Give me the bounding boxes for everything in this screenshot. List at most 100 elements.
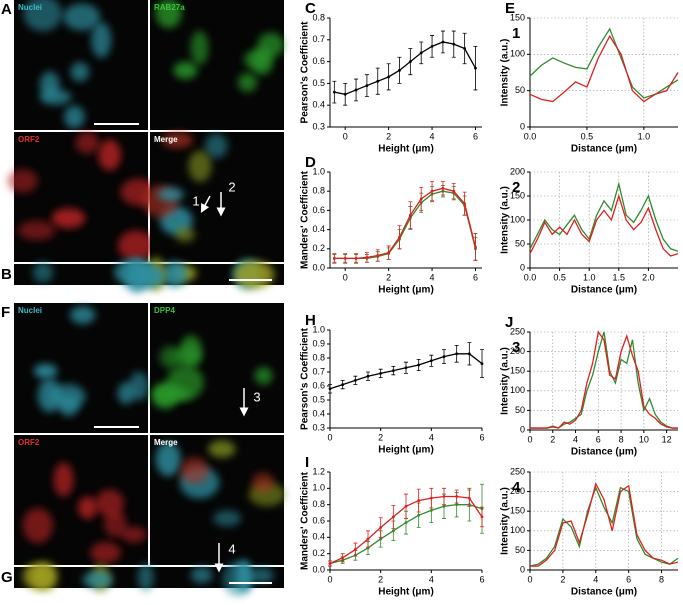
point — [480, 515, 484, 519]
y-axis-title: Intensity (a.u.) — [500, 487, 511, 555]
chart-number: 2 — [512, 179, 520, 196]
point — [366, 537, 370, 541]
cell — [161, 261, 188, 288]
cell — [70, 62, 90, 82]
cell — [53, 462, 74, 497]
cell — [190, 566, 213, 584]
series-line — [530, 481, 679, 567]
cell — [180, 457, 209, 484]
tile-label: RAB27a — [154, 3, 185, 12]
y-tick-label: 0.8 — [312, 499, 325, 509]
x-tick-label: 4 — [593, 574, 598, 584]
cell — [234, 260, 275, 289]
y-tick-label: 150 — [510, 366, 525, 376]
x-axis-title: Height (μm) — [378, 445, 434, 456]
x-tick-label: 12 — [662, 434, 672, 444]
x-tick-label: 6 — [473, 272, 478, 282]
x-tick-label: 2 — [378, 432, 383, 442]
cell — [78, 496, 98, 519]
tile-label: Nuclei — [18, 3, 42, 12]
micrographs: Nuclei RAB27a ORF2 Merge A B Nuclei DPP4 ORF2 Mer… — [1, 0, 286, 596]
panel-letter: J — [505, 314, 513, 331]
cell — [64, 105, 85, 129]
cell — [63, 3, 101, 31]
y-tick-label: 100 — [510, 385, 525, 395]
y-tick-label: 150 — [510, 190, 525, 200]
point — [408, 60, 412, 63]
y-tick-label: 0.8 — [312, 352, 325, 362]
y-tick-label: 0.6 — [312, 380, 325, 390]
x-tick-label: 0.0 — [524, 272, 537, 282]
point — [341, 383, 345, 386]
point — [452, 189, 456, 193]
x-tick-label: 0.5 — [553, 272, 566, 282]
cell — [251, 472, 274, 492]
x-tick-label: 4 — [429, 432, 434, 442]
point — [332, 257, 336, 260]
x-tick-label: 2.0 — [642, 272, 655, 282]
x-tick-label: 0 — [527, 574, 532, 584]
point — [419, 197, 423, 201]
x-tick-label: 4 — [429, 574, 434, 584]
cell — [222, 561, 253, 596]
arrow-label: 2 — [228, 179, 235, 194]
y-tick-label: 0.7 — [312, 366, 325, 376]
panel-letter: D — [305, 154, 316, 171]
tile-label: ORF2 — [18, 135, 40, 144]
point — [376, 254, 380, 257]
axes — [529, 332, 678, 431]
arrow — [200, 195, 211, 213]
y-tick-label: 0.4 — [312, 532, 325, 542]
axes — [529, 18, 678, 128]
x-tick-label: 2 — [378, 574, 383, 584]
cell — [175, 227, 196, 243]
series-line — [529, 34, 679, 103]
y-tick-label: 0.5 — [312, 394, 325, 404]
axes — [329, 330, 482, 429]
point — [455, 495, 459, 498]
y-tick-label: 0.6 — [312, 515, 325, 525]
x-tick-label: 10 — [639, 434, 649, 444]
y-tick-label: 0 — [520, 564, 525, 574]
point — [353, 379, 357, 382]
x-tick-label: 1.0 — [583, 272, 596, 282]
x-tick-label: 0 — [327, 432, 332, 442]
point — [441, 186, 445, 190]
point — [343, 257, 347, 260]
tile-label: Merge — [154, 135, 178, 144]
y-tick-label: 0 — [520, 121, 525, 131]
point — [398, 68, 401, 72]
y-tick-label: 0 — [520, 424, 525, 434]
y-tick-label: 0.2 — [312, 548, 325, 558]
cell — [180, 335, 202, 366]
y-tick-label: 150 — [510, 506, 525, 516]
x-tick-label: 8 — [619, 434, 624, 444]
x-tick-label: 0 — [343, 272, 348, 282]
y-axis-title: Pearson's Coefficient — [300, 21, 311, 124]
panel-letter: H — [305, 312, 316, 329]
x-axis-title: Height (μm) — [378, 285, 434, 296]
arrow-label: 3 — [253, 389, 260, 404]
y-tick-label: 1.0 — [312, 166, 325, 176]
cell — [39, 71, 60, 98]
tile-label: Merge — [154, 438, 178, 447]
arrow-label: 1 — [192, 193, 199, 208]
y-tick-label: 200 — [510, 166, 525, 176]
point — [417, 499, 421, 502]
point — [365, 256, 369, 259]
y-tick-label: 50 — [515, 405, 525, 415]
panel-letter: F — [1, 304, 10, 321]
y-tick-label: 0.0 — [312, 564, 325, 574]
point — [408, 213, 412, 217]
point — [391, 529, 395, 533]
y-tick-label: 50 — [515, 85, 525, 95]
point — [467, 352, 471, 356]
point — [353, 548, 357, 551]
x-tick-label: 0.0 — [524, 131, 537, 141]
point — [341, 556, 345, 560]
x-tick-label: 4 — [573, 434, 578, 444]
point — [430, 44, 434, 48]
cell — [37, 378, 62, 413]
charts: 0.3 0.4 0.5 0.6 0.7 0.8 0 2 4 6 Height (μm) Pearson… — [300, 0, 679, 598]
point — [429, 359, 433, 363]
